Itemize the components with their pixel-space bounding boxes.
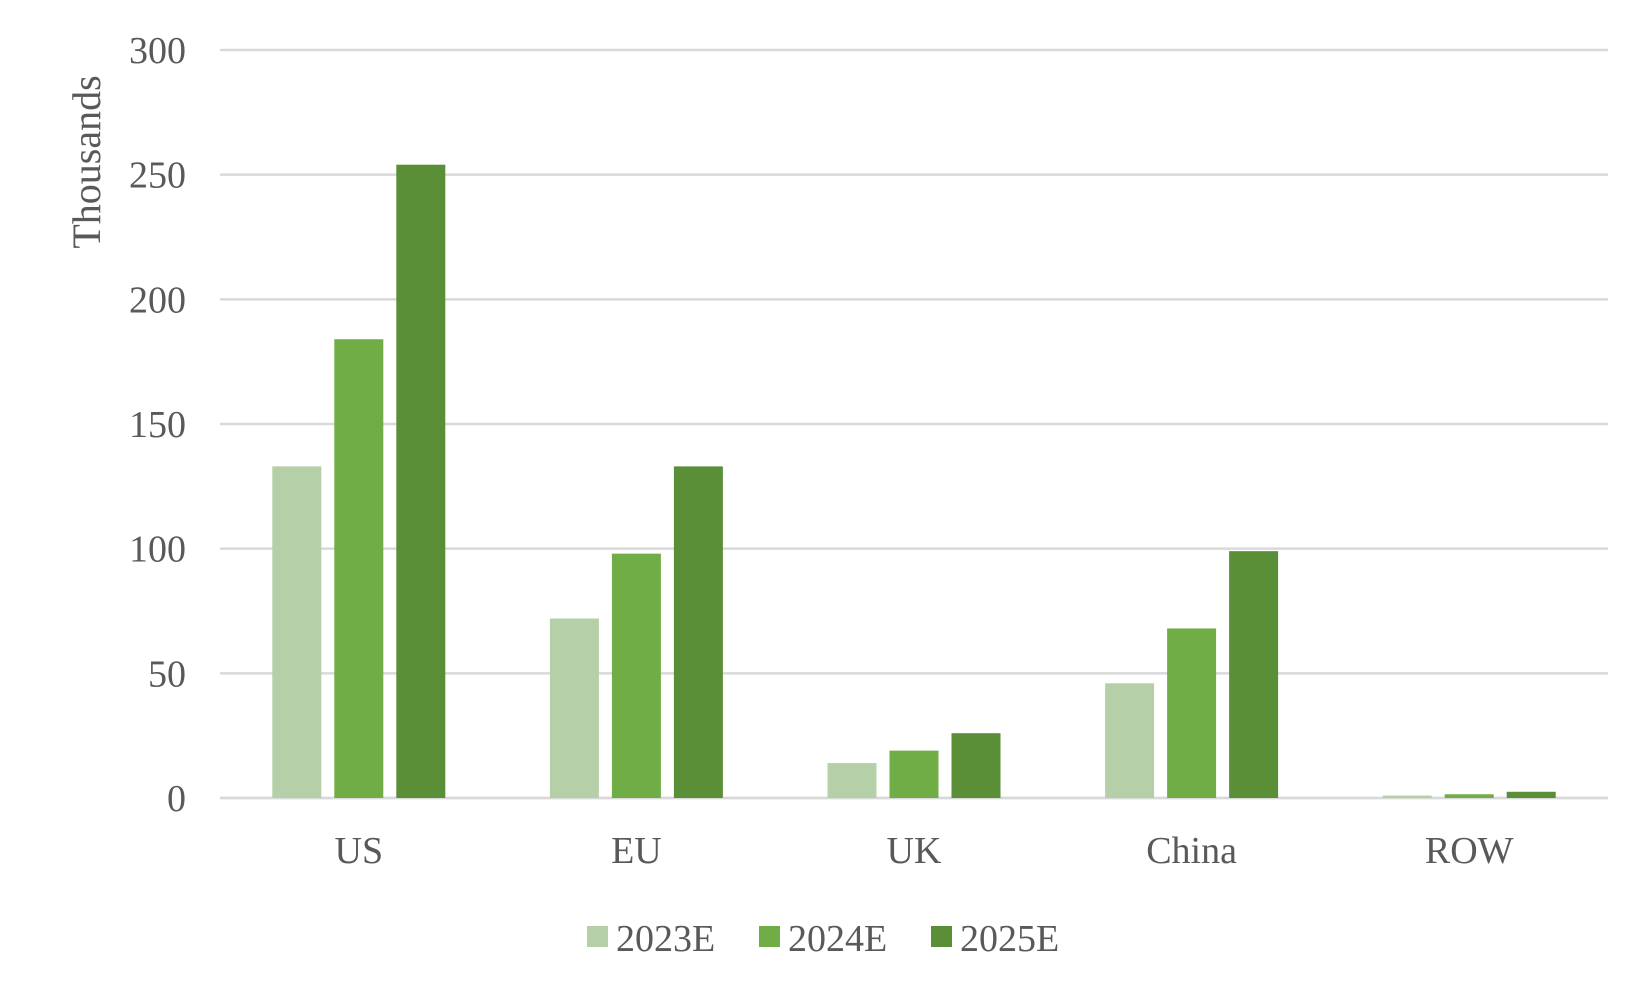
x-tick-label: EU [611,830,662,872]
legend-label: 2025E [960,918,1059,960]
bar-eu-2024e [611,553,661,798]
legend-label: 2024E [788,918,887,960]
x-axis-ticks: US EU UK China ROW [335,830,1514,872]
bar-uk-2023e [827,763,877,798]
y-axis-title: Thousands [64,75,109,248]
bar-row-2025e [1506,791,1556,798]
gridlines [220,48,1608,800]
bar-china-2023e [1105,683,1155,798]
y-tick-label: 0 [167,778,186,820]
legend-swatch [587,926,608,947]
y-tick-label: 50 [148,653,186,695]
bars [272,164,1556,798]
bar-us-2023e [272,466,322,798]
legend: 2023E 2024E 2025E [587,918,1059,960]
bar-us-2025e [396,164,446,798]
y-tick-label: 300 [129,30,186,72]
legend-label: 2023E [616,918,715,960]
bar-china-2025e [1229,551,1279,798]
y-tick-label: 100 [129,529,186,571]
y-tick-label: 150 [129,404,186,446]
y-tick-label: 200 [129,279,186,321]
y-axis-ticks: 0 50 100 150 200 250 300 [129,30,186,820]
x-tick-label: ROW [1425,830,1514,872]
bar-eu-2025e [673,466,723,798]
x-tick-label: UK [887,830,942,872]
y-tick-label: 250 [129,155,186,197]
x-tick-label: US [335,830,384,872]
bar-uk-2024e [889,750,939,798]
bar-row-2023e [1382,795,1432,798]
bar-uk-2025e [951,733,1001,798]
legend-swatch [931,926,952,947]
bar-us-2024e [334,339,384,798]
bar-china-2024e [1167,628,1217,798]
bar-eu-2023e [549,618,599,798]
bar-row-2024e [1444,794,1494,798]
legend-swatch [759,926,780,947]
x-tick-label: China [1146,830,1237,872]
